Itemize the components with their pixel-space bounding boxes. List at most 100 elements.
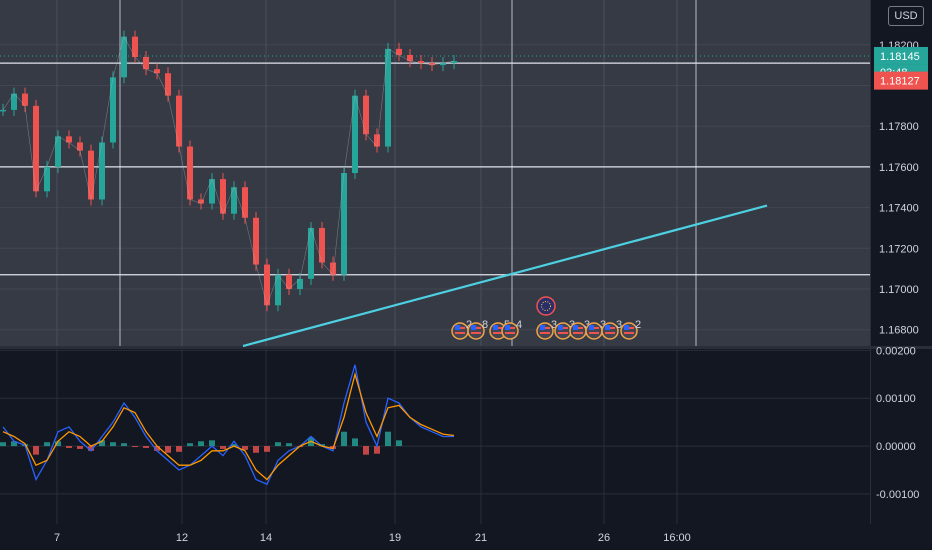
macd-histogram-bar — [363, 446, 369, 455]
time-scale[interactable] — [0, 524, 932, 550]
event-marker-count: 8 — [482, 319, 488, 331]
last-price-tag-bg — [874, 46, 928, 65]
macd-histogram-bar — [253, 446, 259, 453]
trendline[interactable] — [242, 204, 768, 348]
candle-body — [231, 187, 237, 214]
macd-histogram-bar — [231, 444, 237, 447]
candle-body — [242, 187, 248, 218]
event-marker[interactable] — [536, 296, 556, 316]
candle-body — [121, 36, 127, 78]
eu-stars-icon — [541, 301, 551, 311]
macd-axis-tick-label: -0.00100 — [876, 489, 919, 501]
price-axis-tick-label: 1.17000 — [879, 284, 919, 296]
time-axis-tick-label: 7 — [54, 532, 60, 544]
macd-histogram-bar — [176, 446, 182, 452]
candle-body — [297, 278, 303, 290]
macd-histogram-bar — [341, 431, 347, 447]
candle-body — [319, 227, 325, 263]
candle-body — [220, 179, 226, 214]
event-marker[interactable]: 3 — [536, 319, 557, 340]
candle-body — [451, 61, 457, 64]
price-axis-tick-label: 1.17600 — [879, 162, 919, 174]
macd-pane[interactable] — [0, 349, 870, 524]
macd-axis-tick-label: 0.00000 — [876, 441, 916, 453]
event-marker-count: 3 — [584, 319, 590, 331]
event-marker[interactable]: 8 — [467, 319, 488, 340]
time-axis-tick-label: 19 — [389, 532, 401, 544]
candle-body — [308, 227, 314, 279]
macd-histogram-bar — [198, 441, 204, 447]
macd-histogram-bar — [220, 446, 226, 449]
eu-flag-icon — [536, 296, 556, 316]
macd-histogram-bar — [33, 446, 39, 455]
event-marker[interactable]: 3 — [601, 319, 622, 340]
price-axis-tick-label: 1.17800 — [879, 121, 919, 133]
candle-body — [341, 173, 347, 275]
bid-price-tag: 1.18127 — [880, 76, 920, 88]
event-marker[interactable]: 3 — [585, 319, 606, 340]
time-axis-tick-label: 26 — [598, 532, 610, 544]
candle-body — [253, 217, 259, 265]
macd-histogram-bar — [209, 440, 215, 447]
last-price-tag: 1.18145 — [880, 51, 920, 63]
flag-stripe — [589, 332, 599, 334]
flag-canton — [558, 325, 563, 330]
candle-body — [418, 61, 424, 64]
candle-body — [352, 95, 358, 173]
event-marker-count: 3 — [551, 319, 557, 331]
macd-histogram-bar — [352, 438, 358, 447]
macd-histogram-bar — [77, 446, 83, 449]
candle-body — [264, 264, 270, 306]
candle-body — [396, 48, 402, 55]
candle-body — [330, 262, 336, 275]
macd-histogram-bar — [121, 443, 127, 447]
flag-stripe — [505, 332, 515, 334]
event-marker[interactable]: 3 — [569, 319, 590, 340]
flag-canton — [573, 325, 578, 330]
flag-stripe — [558, 332, 568, 334]
flag-stripe — [540, 332, 550, 334]
candle-body — [110, 77, 116, 143]
flag-canton — [540, 325, 545, 330]
event-marker[interactable]: 2 — [451, 319, 472, 340]
flag-stripe — [455, 332, 465, 334]
macd-axis-tick-label: 0.00200 — [876, 345, 916, 357]
event-marker-count: 3 — [616, 319, 622, 331]
candle-body — [440, 63, 446, 66]
candle-body — [0, 109, 6, 112]
flag-canton — [493, 325, 498, 330]
macd-histogram-bar — [286, 443, 292, 447]
candle-body — [209, 179, 215, 204]
candle-body — [176, 95, 182, 147]
flag-canton — [505, 325, 510, 330]
flag-canton — [605, 325, 610, 330]
event-marker-count: 2 — [466, 319, 472, 331]
candle-body — [22, 93, 28, 106]
event-marker[interactable]: 2 — [620, 319, 641, 340]
macd-axis-tick-label: 0.00100 — [876, 393, 916, 405]
macd-histogram-bar — [143, 446, 149, 448]
macd-histogram-bar — [374, 446, 380, 454]
time-axis-tick-label: 14 — [260, 532, 272, 544]
candle-body — [88, 150, 94, 200]
candle-body — [198, 199, 204, 204]
macd-histogram-bar — [264, 446, 270, 452]
macd-histogram-bar — [275, 442, 281, 447]
macd-histogram-bar — [66, 446, 72, 448]
event-marker[interactable]: 4 — [501, 319, 522, 340]
candle-body — [165, 73, 171, 96]
flag-stripe — [573, 332, 583, 334]
macd-histogram-bar — [165, 446, 171, 453]
price-axis-tick-label: 1.17400 — [879, 203, 919, 215]
macd-histogram-bar — [44, 442, 50, 447]
flag-stripe — [493, 332, 503, 334]
price-series-line — [2, 35, 455, 307]
macd-histogram-bar — [187, 443, 193, 447]
candle-body — [286, 274, 292, 290]
candle-body — [385, 48, 391, 147]
time-axis-tick-label: 21 — [475, 532, 487, 544]
candle-body — [55, 136, 61, 167]
flag-stripe — [605, 332, 615, 334]
currency-button[interactable]: USD — [888, 6, 924, 26]
